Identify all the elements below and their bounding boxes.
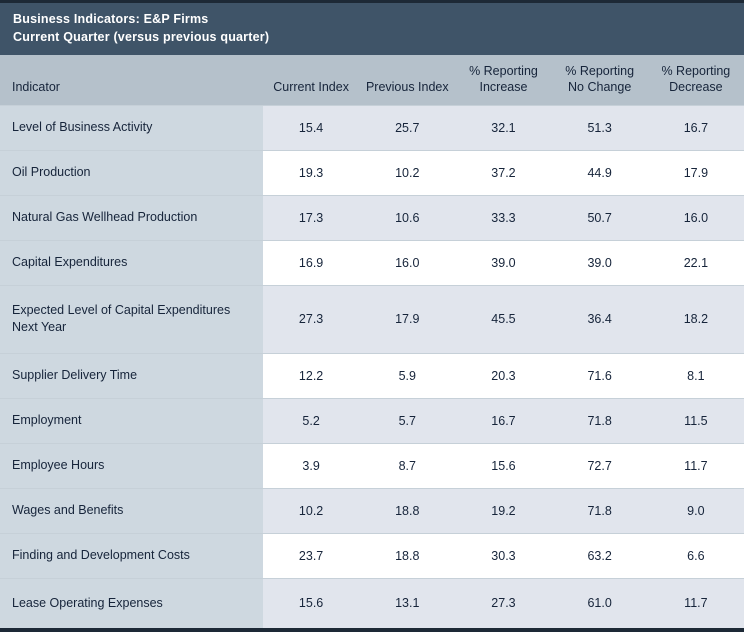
value-cell: 5.9 bbox=[359, 352, 456, 398]
value-cell: 18.2 bbox=[647, 284, 744, 353]
table-header: Indicator Current Index Previous Index %… bbox=[0, 55, 744, 105]
value-cell: 5.7 bbox=[359, 397, 456, 443]
table-row: Employment 5.2 5.7 16.7 71.8 11.5 bbox=[0, 397, 744, 443]
value-cell: 71.6 bbox=[551, 352, 648, 398]
value-cell: 71.8 bbox=[551, 487, 648, 533]
value-cell: 17.9 bbox=[647, 149, 744, 195]
value-cell: 10.2 bbox=[359, 149, 456, 195]
indicator-cell: Expected Level of Capital Expenditures N… bbox=[0, 284, 263, 353]
value-cell: 27.3 bbox=[263, 284, 360, 353]
indicator-cell: Lease Operating Expenses bbox=[0, 577, 263, 628]
value-cell: 25.7 bbox=[359, 104, 456, 150]
value-cell: 13.1 bbox=[359, 577, 456, 628]
value-cell: 15.6 bbox=[263, 577, 360, 628]
value-cell: 19.2 bbox=[455, 487, 552, 533]
column-header-pct-reporting-increase: % Reporting Increase bbox=[455, 55, 552, 105]
value-cell: 11.7 bbox=[647, 442, 744, 488]
bottom-border bbox=[0, 628, 744, 632]
value-cell: 10.6 bbox=[359, 194, 456, 240]
indicator-cell: Supplier Delivery Time bbox=[0, 352, 263, 398]
value-cell: 23.7 bbox=[263, 532, 360, 578]
value-cell: 15.4 bbox=[263, 104, 360, 150]
indicator-cell: Employment bbox=[0, 397, 263, 443]
value-cell: 20.3 bbox=[455, 352, 552, 398]
value-cell: 17.9 bbox=[359, 284, 456, 353]
table-row: Level of Business Activity 15.4 25.7 32.… bbox=[0, 104, 744, 150]
table-title: Business Indicators: E&P Firms bbox=[13, 12, 209, 26]
table-row: Oil Production 19.3 10.2 37.2 44.9 17.9 bbox=[0, 149, 744, 195]
table-row: Supplier Delivery Time 12.2 5.9 20.3 71.… bbox=[0, 352, 744, 398]
header-row: Indicator Current Index Previous Index %… bbox=[0, 55, 744, 105]
indicator-cell: Wages and Benefits bbox=[0, 487, 263, 533]
value-cell: 16.7 bbox=[455, 397, 552, 443]
value-cell: 10.2 bbox=[263, 487, 360, 533]
value-cell: 19.3 bbox=[263, 149, 360, 195]
table-body: Level of Business Activity 15.4 25.7 32.… bbox=[0, 104, 744, 628]
indicator-cell: Natural Gas Wellhead Production bbox=[0, 194, 263, 240]
indicator-cell: Capital Expenditures bbox=[0, 239, 263, 285]
value-cell: 16.0 bbox=[359, 239, 456, 285]
value-cell: 32.1 bbox=[455, 104, 552, 150]
value-cell: 17.3 bbox=[263, 194, 360, 240]
column-header-pct-reporting-decrease: % Reporting Decrease bbox=[647, 55, 744, 105]
value-cell: 27.3 bbox=[455, 577, 552, 628]
value-cell: 16.7 bbox=[647, 104, 744, 150]
value-cell: 11.5 bbox=[647, 397, 744, 443]
table-title-bar: Business Indicators: E&P Firms Current Q… bbox=[0, 3, 744, 55]
value-cell: 37.2 bbox=[455, 149, 552, 195]
value-cell: 45.5 bbox=[455, 284, 552, 353]
column-header-current-index: Current Index bbox=[263, 55, 360, 105]
value-cell: 36.4 bbox=[551, 284, 648, 353]
table-row: Capital Expenditures 16.9 16.0 39.0 39.0… bbox=[0, 239, 744, 285]
table-subtitle: Current Quarter (versus previous quarter… bbox=[13, 29, 270, 44]
value-cell: 33.3 bbox=[455, 194, 552, 240]
value-cell: 18.8 bbox=[359, 487, 456, 533]
table-row: Lease Operating Expenses 15.6 13.1 27.3 … bbox=[0, 577, 744, 628]
value-cell: 30.3 bbox=[455, 532, 552, 578]
indicator-cell: Level of Business Activity bbox=[0, 104, 263, 150]
indicator-cell: Oil Production bbox=[0, 149, 263, 195]
value-cell: 51.3 bbox=[551, 104, 648, 150]
value-cell: 6.6 bbox=[647, 532, 744, 578]
value-cell: 3.9 bbox=[263, 442, 360, 488]
table-row: Natural Gas Wellhead Production 17.3 10.… bbox=[0, 194, 744, 240]
value-cell: 12.2 bbox=[263, 352, 360, 398]
column-header-pct-reporting-no-change: % Reporting No Change bbox=[551, 55, 648, 105]
value-cell: 11.7 bbox=[647, 577, 744, 628]
value-cell: 8.1 bbox=[647, 352, 744, 398]
value-cell: 50.7 bbox=[551, 194, 648, 240]
value-cell: 63.2 bbox=[551, 532, 648, 578]
value-cell: 9.0 bbox=[647, 487, 744, 533]
indicator-cell: Employee Hours bbox=[0, 442, 263, 488]
table-row: Wages and Benefits 10.2 18.8 19.2 71.8 9… bbox=[0, 487, 744, 533]
value-cell: 72.7 bbox=[551, 442, 648, 488]
value-cell: 22.1 bbox=[647, 239, 744, 285]
value-cell: 39.0 bbox=[455, 239, 552, 285]
table-row: Finding and Development Costs 23.7 18.8 … bbox=[0, 532, 744, 578]
value-cell: 16.9 bbox=[263, 239, 360, 285]
value-cell: 15.6 bbox=[455, 442, 552, 488]
value-cell: 44.9 bbox=[551, 149, 648, 195]
value-cell: 39.0 bbox=[551, 239, 648, 285]
top-border bbox=[0, 0, 744, 3]
business-indicators-table: Indicator Current Index Previous Index %… bbox=[0, 55, 744, 628]
indicator-cell: Finding and Development Costs bbox=[0, 532, 263, 578]
value-cell: 61.0 bbox=[551, 577, 648, 628]
column-header-previous-index: Previous Index bbox=[359, 55, 456, 105]
value-cell: 16.0 bbox=[647, 194, 744, 240]
column-header-indicator: Indicator bbox=[0, 55, 263, 105]
table-row: Employee Hours 3.9 8.7 15.6 72.7 11.7 bbox=[0, 442, 744, 488]
table-row: Expected Level of Capital Expenditures N… bbox=[0, 284, 744, 353]
value-cell: 71.8 bbox=[551, 397, 648, 443]
value-cell: 5.2 bbox=[263, 397, 360, 443]
value-cell: 18.8 bbox=[359, 532, 456, 578]
value-cell: 8.7 bbox=[359, 442, 456, 488]
